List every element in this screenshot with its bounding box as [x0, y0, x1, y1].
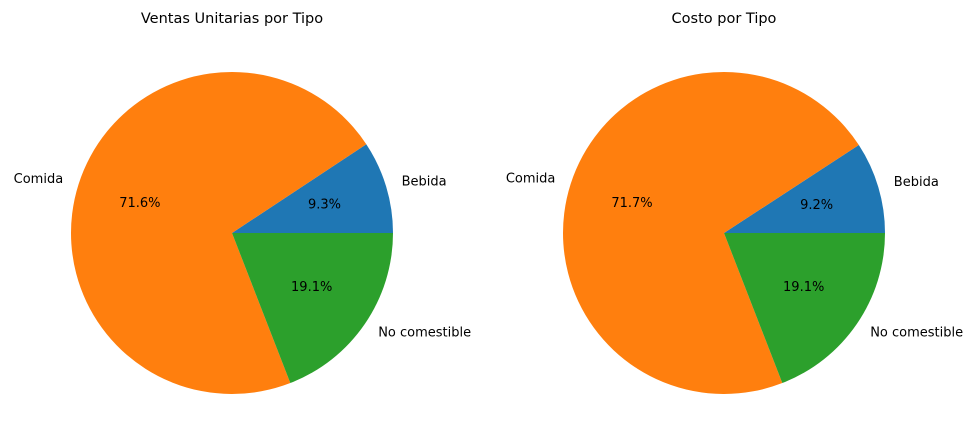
chart-title-costo: Costo por Tipo [672, 11, 777, 27]
percent-label: 71.7% [611, 196, 652, 211]
chart-title-ventas: Ventas Unitarias por Tipo [141, 11, 323, 27]
pie-chart-ventas: Ventas Unitarias por Tipo Bebida 9.3% Comi… [14, 11, 471, 394]
pie-slice-no-comestible [724, 233, 885, 384]
pie-slice-no-comestible [232, 233, 393, 384]
pie-slice-bebida [232, 144, 393, 233]
percent-label: 9.2% [800, 198, 833, 213]
pie-chart-costo: Costo por Tipo Bebida 9.2% Comida 71.7% No c… [506, 11, 963, 394]
category-label: Bebida [402, 175, 447, 190]
category-label: No comestible [378, 326, 471, 341]
category-label: No comestible [870, 326, 963, 341]
pie-slice-comida [70, 71, 367, 394]
percent-label: 19.1% [783, 280, 824, 295]
percent-label: 71.6% [119, 196, 160, 211]
category-label: Comida [506, 171, 556, 186]
category-label: Comida [14, 172, 64, 187]
pie-slice-bebida [724, 145, 885, 233]
percent-label: 19.1% [291, 280, 332, 295]
pie-slice-comida [562, 71, 859, 394]
percent-label: 9.3% [308, 198, 341, 213]
category-label: Bebida [894, 175, 939, 190]
